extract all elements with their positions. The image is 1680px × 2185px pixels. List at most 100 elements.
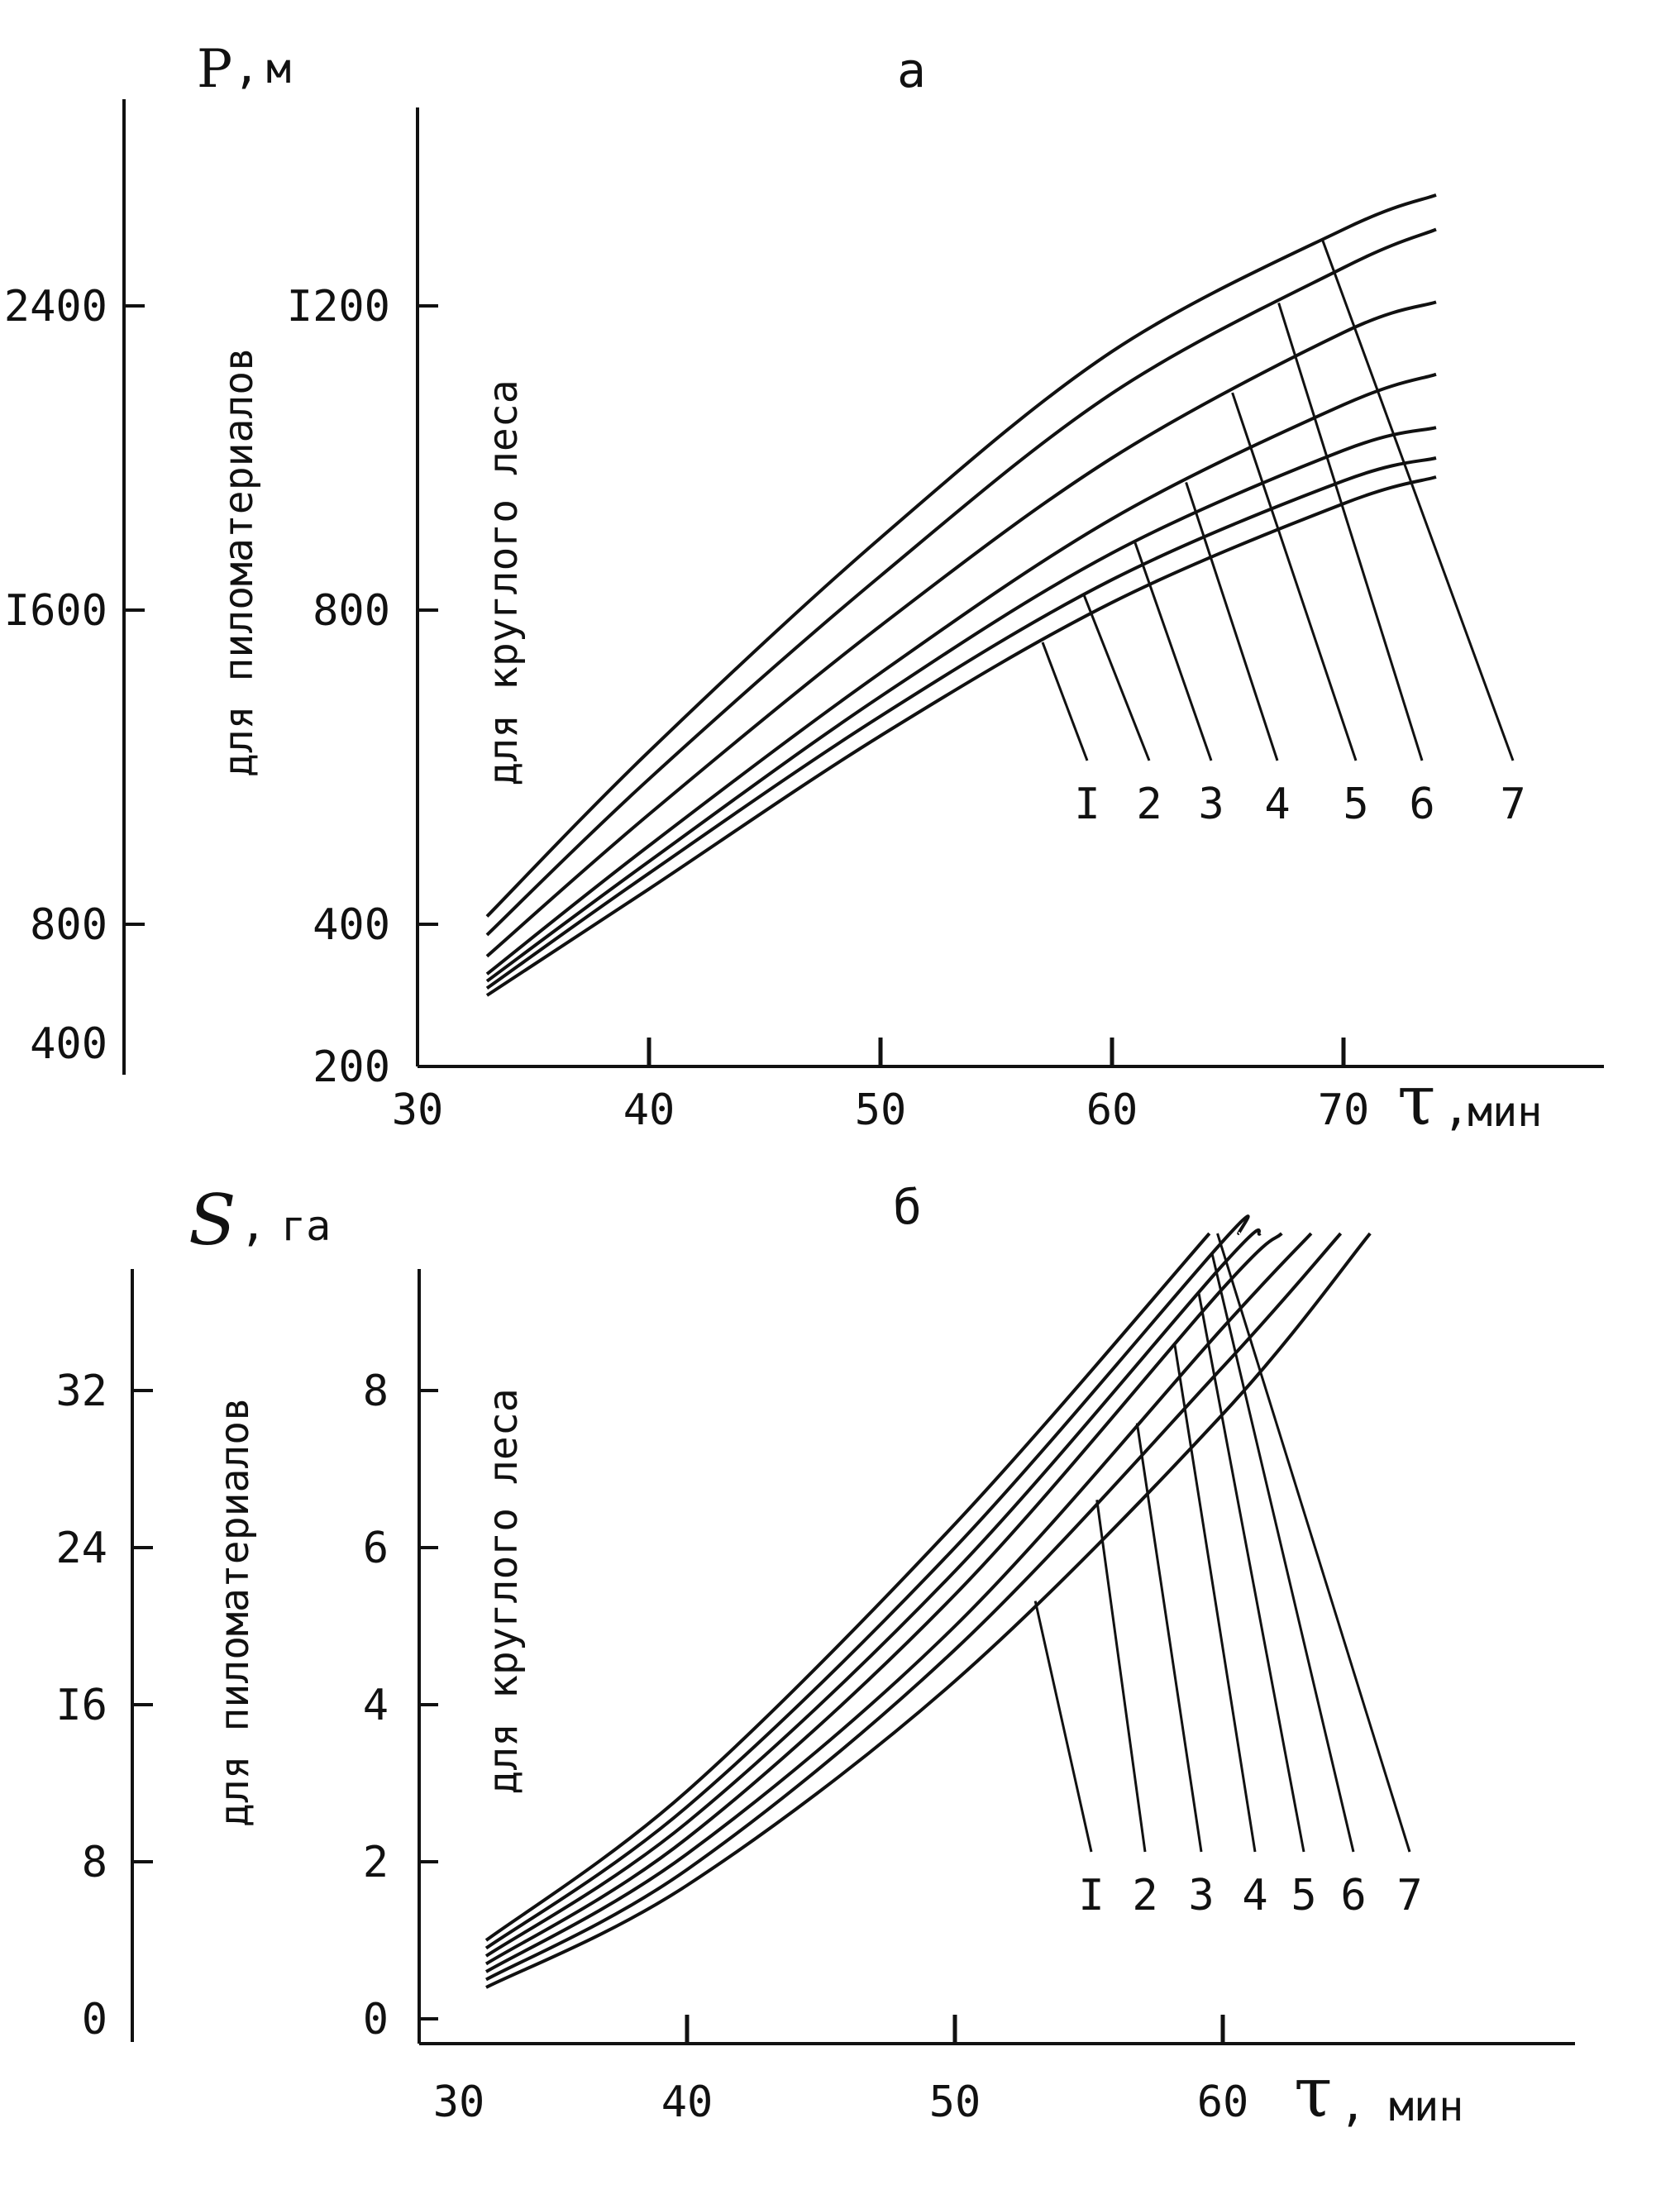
series-line-3 — [484, 1232, 1313, 1973]
primary-y-ticks: 200 400 800 I200 — [287, 282, 438, 1092]
x-unit-comma: , — [1339, 2079, 1367, 2131]
series-line-1 — [485, 475, 1437, 997]
x-ticks: 30 40 50 60 — [433, 2015, 1249, 2127]
secondary-y-ticks: 400 800 I600 2400 — [4, 282, 145, 1069]
y-tick-label: 200 — [313, 1042, 390, 1092]
y-tick-label: 4 — [363, 1681, 389, 1730]
curve-label-6: 6 — [1409, 780, 1434, 829]
series-line-4 — [485, 372, 1437, 976]
curve-leader-lines — [1041, 240, 1515, 761]
y-tick-label: 2 — [363, 1838, 389, 1887]
leader-line-3 — [1134, 542, 1213, 761]
y-tick-label: 400 — [313, 900, 390, 950]
x-tick-label: 50 — [855, 1085, 907, 1135]
x-tick-label: 40 — [623, 1085, 675, 1135]
leader-line-4 — [1173, 1343, 1257, 1853]
series-line-2 — [485, 1232, 1343, 1982]
x-tick-label: 30 — [392, 1085, 444, 1135]
x-unit-comma: , — [1443, 1083, 1470, 1135]
y-tick-label: 0 — [363, 1995, 389, 2044]
panel-label: а — [897, 42, 926, 98]
y-unit: м — [266, 45, 291, 93]
x-symbol: τ — [1294, 2052, 1332, 2133]
leader-line-1 — [1041, 642, 1089, 761]
secondary-axis-title: для пиломатериалов — [212, 1397, 258, 1827]
secondary-y-tick-label: 2400 — [4, 282, 107, 332]
y-tick-label: 6 — [363, 1524, 389, 1573]
x-ticks: 30 40 50 60 70 — [392, 1038, 1370, 1135]
curves — [485, 193, 1437, 997]
secondary-y-tick-label: 400 — [30, 1019, 107, 1069]
series-line-6 — [484, 1214, 1250, 1950]
curve-label-2: 2 — [1136, 780, 1162, 829]
x-symbol: τ — [1397, 1060, 1435, 1141]
leader-line-4 — [1185, 481, 1279, 761]
leader-line-6 — [1277, 303, 1424, 761]
x-tick-label: 60 — [1086, 1085, 1138, 1135]
x-tick-label: 40 — [661, 2078, 714, 2127]
x-tick-label: 30 — [433, 2078, 485, 2127]
leader-line-7 — [1216, 1233, 1411, 1853]
series-line-5 — [485, 300, 1437, 958]
curve-label-1: I — [1078, 1871, 1104, 1920]
y-unit-comma: , — [233, 41, 260, 93]
primary-axis-title: для круглого леса — [480, 1388, 527, 1794]
y-tick-label: I200 — [287, 282, 390, 332]
secondary-y-tick-label: 32 — [55, 1367, 107, 1416]
curve-label-3: 3 — [1188, 1871, 1214, 1920]
y-tick-label: 800 — [313, 586, 390, 636]
curve-label-4: 4 — [1264, 780, 1290, 829]
curve-label-6: 6 — [1340, 1871, 1366, 1920]
curve-label-5: 5 — [1291, 1871, 1316, 1920]
primary-axis-title: для круглого леса — [480, 379, 527, 785]
secondary-y-tick-label: 8 — [82, 1838, 107, 1887]
leader-line-5 — [1197, 1292, 1305, 1853]
curve-leader-lines — [1033, 1233, 1411, 1853]
secondary-y-tick-label: 800 — [30, 900, 107, 950]
series-line-1 — [485, 1232, 1372, 1989]
secondary-y-tick-label: I6 — [55, 1681, 107, 1730]
curve-label-3: 3 — [1198, 780, 1224, 829]
x-unit: мин — [1468, 1088, 1542, 1136]
x-tick-label: 70 — [1318, 1085, 1370, 1135]
leader-line-5 — [1231, 392, 1358, 761]
series-line-7 — [485, 193, 1437, 918]
curve-label-7: 7 — [1396, 1871, 1422, 1920]
series-line-3 — [485, 426, 1437, 983]
primary-y-ticks: 0 2 4 6 8 — [363, 1367, 438, 2044]
leader-line-1 — [1033, 1601, 1093, 1853]
leader-line-2 — [1083, 594, 1151, 761]
series-line-5 — [484, 1228, 1262, 1958]
secondary-y-tick-label: I600 — [4, 586, 107, 636]
series-line-2 — [485, 456, 1437, 990]
secondary-y-tick-label: 0 — [82, 1995, 107, 2044]
leader-line-2 — [1095, 1500, 1147, 1853]
x-tick-label: 60 — [1197, 2078, 1249, 2127]
y-tick-label: 8 — [363, 1367, 389, 1416]
y-symbol: S — [189, 1180, 236, 1261]
curve-label-2: 2 — [1132, 1871, 1157, 1920]
leader-line-6 — [1210, 1252, 1355, 1853]
curve-label-5: 5 — [1343, 780, 1368, 829]
secondary-axis-title: для пиломатериалов — [216, 347, 262, 777]
series-line-7 — [484, 1232, 1211, 1942]
y-unit-comma: , — [240, 1199, 267, 1251]
secondary-y-tick-label: 24 — [55, 1524, 107, 1573]
leader-line-7 — [1321, 240, 1515, 761]
y-symbol: Р — [197, 39, 232, 100]
leader-line-3 — [1135, 1423, 1203, 1853]
secondary-y-ticks: 0 8 I6 24 32 — [55, 1367, 153, 2044]
curves — [484, 1214, 1372, 1989]
curve-label-1: I — [1074, 780, 1100, 829]
y-unit: га — [281, 1202, 331, 1250]
panel-label: б — [893, 1179, 922, 1235]
x-tick-label: 50 — [929, 2078, 981, 2127]
curve-label-7: 7 — [1500, 780, 1525, 829]
curve-label-4: 4 — [1242, 1871, 1267, 1920]
x-unit: мин — [1389, 2082, 1463, 2130]
